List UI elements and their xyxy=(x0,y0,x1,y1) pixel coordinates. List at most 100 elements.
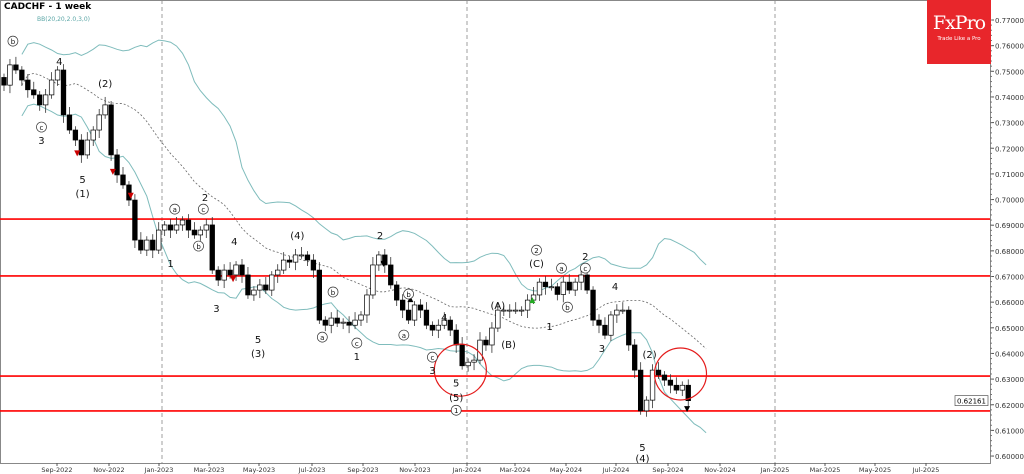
candle xyxy=(405,302,412,324)
candle xyxy=(286,256,293,269)
candle xyxy=(138,232,144,254)
candle xyxy=(661,371,668,387)
candle-body xyxy=(524,299,531,311)
wave-label: 4 xyxy=(612,282,618,293)
wave-label: (2) xyxy=(98,79,112,90)
candle xyxy=(620,302,626,314)
candle xyxy=(518,306,525,317)
candle-body xyxy=(370,264,376,296)
candle xyxy=(19,66,25,86)
candle xyxy=(566,274,572,294)
wave-label: (4) xyxy=(290,231,304,242)
candle xyxy=(340,318,346,330)
x-tick-label: May-2023 xyxy=(243,466,275,474)
candle xyxy=(37,91,43,111)
candle-body xyxy=(376,254,382,266)
y-tick-label: 0.64000 xyxy=(995,350,1024,358)
candle-body xyxy=(209,224,215,271)
wave-label: 4 xyxy=(231,237,237,248)
x-tick-label: Sep-2022 xyxy=(41,466,72,474)
candle xyxy=(150,234,156,259)
candle xyxy=(197,226,204,241)
candle-body xyxy=(310,259,317,271)
candle-body xyxy=(334,317,340,324)
logo-brand: FxPro xyxy=(932,12,986,34)
candle xyxy=(120,166,126,189)
candle-body xyxy=(417,304,424,311)
candle xyxy=(60,64,67,123)
candle-body xyxy=(144,239,150,251)
candle xyxy=(685,379,691,409)
candle-body xyxy=(435,324,441,331)
wave-label-circle xyxy=(316,331,328,343)
candle-body xyxy=(281,259,287,271)
candle xyxy=(316,262,322,324)
candle-body xyxy=(162,224,168,231)
candle-body xyxy=(150,239,156,251)
arrow-up-icon xyxy=(529,297,536,304)
candle xyxy=(394,281,400,306)
candle xyxy=(346,316,352,334)
candle-body xyxy=(518,309,525,312)
wave-label-circle xyxy=(427,351,438,363)
candle-body xyxy=(90,129,96,141)
candle-body xyxy=(483,339,489,346)
candle-body xyxy=(102,104,108,116)
wave-label: (5) xyxy=(449,393,463,404)
wave-label-circle xyxy=(531,244,542,256)
candle-body xyxy=(596,319,602,326)
candle-body xyxy=(84,139,90,156)
wave-label: (C) xyxy=(529,259,544,270)
candle xyxy=(48,72,55,99)
arrow-down-icon xyxy=(127,192,134,199)
candle xyxy=(655,362,662,379)
y-tick-label: 0.65000 xyxy=(995,325,1024,333)
candle-body xyxy=(542,281,549,288)
y-tick-label: 0.60000 xyxy=(995,453,1024,461)
candle xyxy=(114,149,120,183)
wave-label: b xyxy=(196,243,201,251)
wave-label: a xyxy=(320,334,324,342)
y-tick-label: 0.72000 xyxy=(995,145,1024,153)
candle-body xyxy=(513,309,519,312)
wave-label: b xyxy=(406,291,411,299)
wave-label: a xyxy=(402,332,406,340)
wave-label: 5 xyxy=(453,378,459,389)
candle xyxy=(358,311,364,327)
wave-label: 5 xyxy=(255,335,261,346)
candle-body xyxy=(453,329,459,346)
candle-body xyxy=(233,264,239,276)
candle xyxy=(388,257,394,289)
candle xyxy=(513,302,519,314)
wave-label-circle xyxy=(7,35,19,47)
candle xyxy=(495,302,501,332)
candle xyxy=(411,301,418,327)
candle xyxy=(108,101,114,161)
candle xyxy=(227,262,233,279)
candle xyxy=(275,264,281,283)
candle xyxy=(1,73,7,92)
candle-body xyxy=(239,264,245,276)
arrow-down-icon xyxy=(380,260,387,267)
wave-label: (3) xyxy=(251,349,265,360)
wave-label-circle xyxy=(562,301,573,313)
candle xyxy=(31,81,37,99)
candle xyxy=(334,310,340,328)
candle xyxy=(400,294,406,319)
candle xyxy=(66,106,73,134)
candle-body xyxy=(66,114,73,131)
candle xyxy=(102,96,108,119)
arrow-down-icon xyxy=(74,150,81,157)
x-tick-label: Nov-2022 xyxy=(93,466,124,474)
candle-body xyxy=(185,219,192,231)
wave-label: 3 xyxy=(213,304,219,315)
y-tick-label: 0.69000 xyxy=(995,222,1024,230)
candle-body xyxy=(263,284,269,291)
bollinger-lower-band xyxy=(21,103,707,434)
candle xyxy=(328,312,334,334)
candle-body xyxy=(203,224,209,231)
candle xyxy=(144,236,150,256)
candle-body xyxy=(227,269,233,276)
candle xyxy=(221,264,227,289)
